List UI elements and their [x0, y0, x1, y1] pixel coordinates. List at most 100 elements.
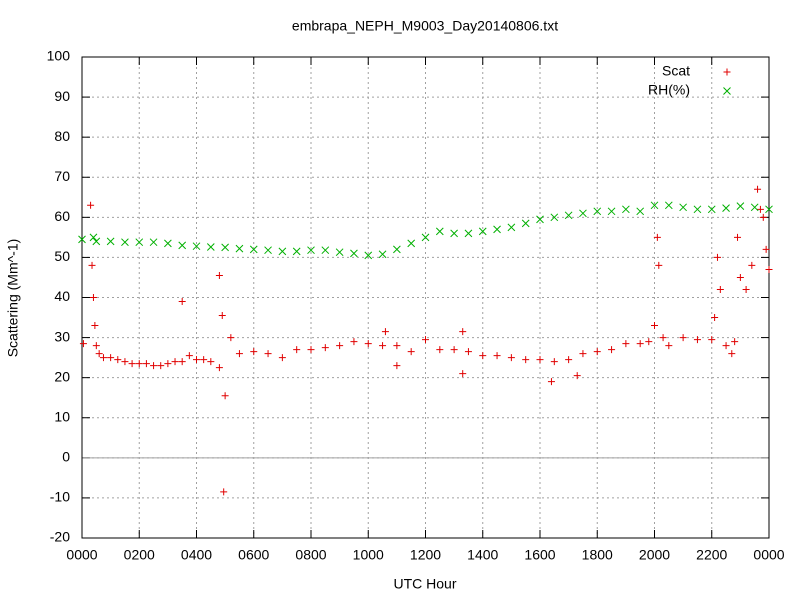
- point: [79, 340, 87, 348]
- x-tick-label: 1200: [410, 547, 441, 563]
- point: [707, 205, 716, 214]
- point: [479, 352, 487, 360]
- y-tick-label: 30: [54, 328, 70, 344]
- point: [435, 227, 444, 236]
- point: [536, 215, 544, 224]
- point: [218, 312, 226, 320]
- legend-label: Scat: [662, 63, 690, 79]
- legend-marker: [723, 87, 731, 95]
- point: [734, 233, 742, 241]
- point: [178, 358, 186, 366]
- point: [754, 185, 762, 193]
- point: [250, 348, 258, 356]
- point: [636, 340, 644, 348]
- point: [91, 322, 99, 330]
- point: [478, 227, 487, 236]
- point: [150, 362, 158, 370]
- point: [756, 205, 764, 213]
- y-tick-label: 10: [54, 408, 70, 424]
- point: [565, 356, 573, 364]
- x-tick-label: 0200: [124, 547, 155, 563]
- point: [235, 244, 244, 253]
- point: [679, 334, 687, 342]
- point: [292, 247, 301, 256]
- point: [731, 338, 739, 346]
- point: [436, 346, 444, 354]
- point: [221, 392, 229, 400]
- point: [742, 285, 750, 293]
- point: [622, 205, 630, 214]
- y-axis-label: Scattering (Mm^-1): [5, 239, 21, 358]
- x-tick-label: 1800: [582, 547, 613, 563]
- point: [573, 372, 581, 380]
- point: [221, 243, 229, 252]
- point: [178, 241, 187, 250]
- point: [200, 356, 208, 364]
- point: [607, 207, 616, 216]
- point: [464, 229, 473, 238]
- point: [711, 314, 719, 322]
- point: [507, 354, 515, 362]
- point: [264, 350, 272, 358]
- point: [121, 238, 129, 247]
- point: [107, 354, 115, 362]
- point: [765, 205, 773, 214]
- point: [579, 350, 587, 358]
- point: [722, 204, 730, 212]
- point: [759, 213, 767, 221]
- point: [87, 201, 95, 209]
- x-tick-label: 1600: [524, 547, 555, 563]
- point: [579, 209, 587, 218]
- point: [215, 364, 223, 372]
- point: [121, 358, 129, 366]
- point: [622, 340, 630, 348]
- point: [95, 350, 103, 358]
- point: [421, 233, 430, 242]
- point: [645, 338, 653, 346]
- y-tick-label: 60: [54, 208, 70, 224]
- point: [765, 265, 773, 273]
- point: [378, 250, 387, 259]
- point: [748, 261, 756, 269]
- point: [307, 246, 315, 255]
- legend-marker: [723, 68, 731, 76]
- point: [185, 352, 193, 360]
- point: [92, 237, 101, 246]
- point: [321, 246, 330, 255]
- x-tick-label: 0000: [66, 547, 97, 563]
- point: [493, 352, 501, 360]
- point: [364, 340, 372, 348]
- y-tick-label: 80: [54, 128, 70, 144]
- point: [593, 348, 601, 356]
- y-tick-label: 0: [62, 449, 70, 465]
- point: [128, 360, 136, 368]
- point: [171, 358, 179, 366]
- point: [149, 238, 158, 247]
- point: [142, 360, 150, 368]
- point: [655, 261, 663, 269]
- x-tick-label: 0600: [238, 547, 269, 563]
- y-tick-label: -10: [50, 489, 70, 505]
- point: [364, 251, 373, 260]
- point: [708, 336, 716, 344]
- point: [293, 346, 301, 354]
- point: [307, 346, 315, 354]
- point: [235, 350, 243, 358]
- point: [564, 211, 573, 220]
- point: [736, 273, 744, 281]
- x-tick-label: 0800: [295, 547, 326, 563]
- point: [379, 342, 387, 350]
- point: [164, 239, 172, 248]
- x-tick-label: 0400: [181, 547, 212, 563]
- x-axis-label: UTC Hour: [393, 576, 456, 592]
- x-tick-label: 1000: [353, 547, 384, 563]
- point: [215, 271, 223, 279]
- point: [659, 334, 667, 342]
- point: [227, 334, 235, 342]
- point: [157, 362, 165, 370]
- point: [350, 249, 358, 258]
- y-tick-label: 20: [54, 368, 70, 384]
- point: [193, 356, 200, 364]
- point: [464, 348, 472, 356]
